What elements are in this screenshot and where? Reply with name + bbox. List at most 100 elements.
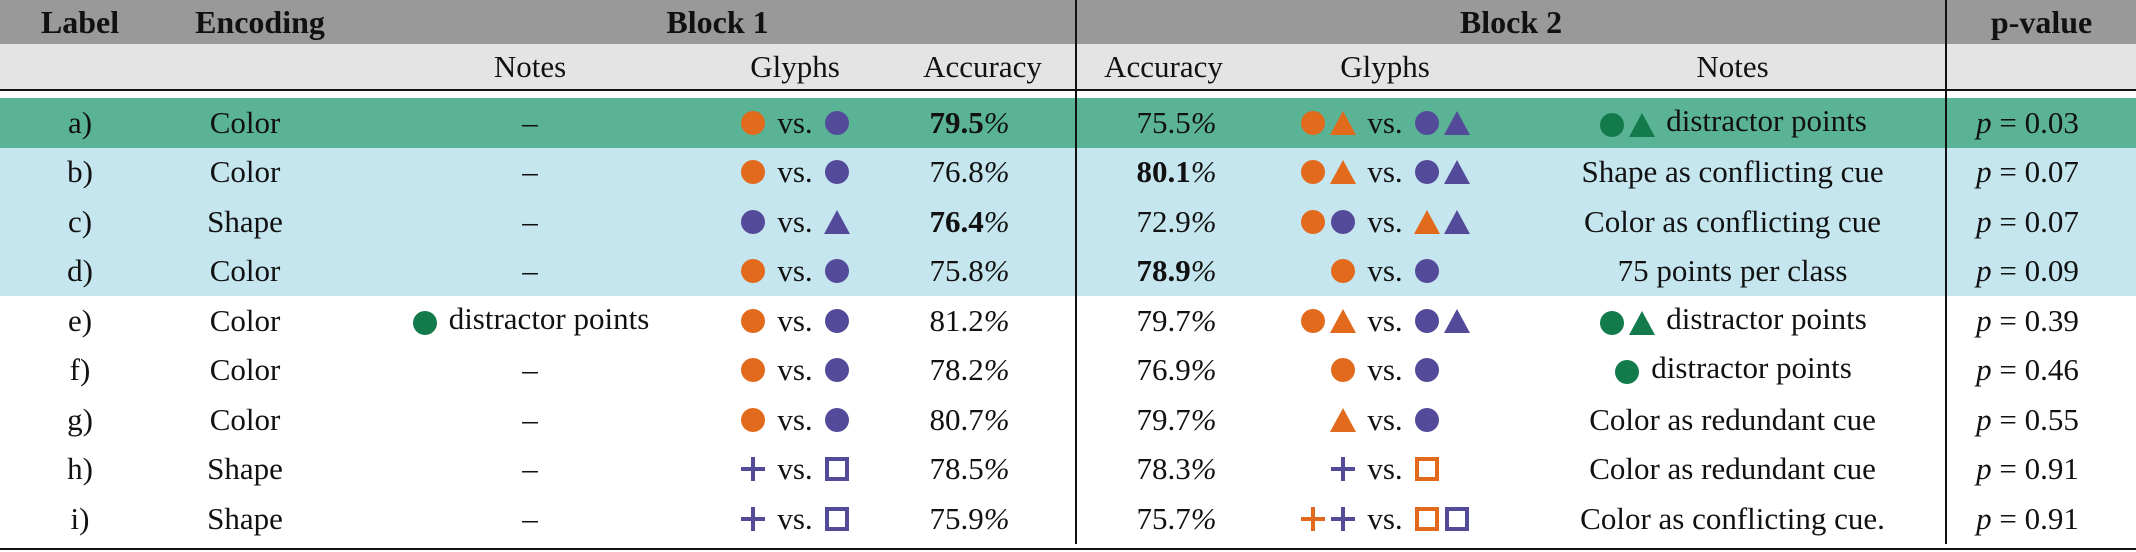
accuracy-value: 72.9% xyxy=(1136,203,1217,239)
row-glyphs1: vs. xyxy=(700,494,890,544)
subheader-empty-label xyxy=(0,44,160,91)
row-accuracy2: 75.5% xyxy=(1076,98,1251,148)
row-notes2: distractor points xyxy=(1520,98,1948,148)
row-notes2: Color as conflicting cue. xyxy=(1520,494,1948,544)
table-body: a) Color – vs. 79.5% 75.5% vs. distractor point… xyxy=(0,98,2136,544)
row-glyphs2: vs. xyxy=(1250,246,1521,296)
row-notes2: Shape as conflicting cue xyxy=(1520,147,1948,197)
table-row: h) Shape – vs. 78.5% 78.3% vs. Color as redunda… xyxy=(0,444,2136,495)
vs-text: vs. xyxy=(1367,203,1403,239)
table-row: g) Color – vs. 80.7% 79.7% vs. Color as redunda… xyxy=(0,395,2136,445)
row-accuracy1: 79.5% xyxy=(890,98,1078,148)
row-accuracy2: 80.1% xyxy=(1076,147,1251,197)
glyph-group xyxy=(823,352,851,387)
row-notes1: – xyxy=(522,451,538,487)
row-notes2: Color as conflicting cue xyxy=(1520,197,1948,247)
row-pvalue: p = 0.09 xyxy=(1946,246,2136,296)
table-row: f) Color – vs. 78.2% 76.9% vs. distractor point… xyxy=(0,345,2136,396)
row-glyphs2: vs. xyxy=(1250,197,1521,247)
vs-text: vs. xyxy=(777,302,813,338)
glyph-group xyxy=(739,154,767,189)
subheader-notes2: Notes xyxy=(1520,44,1948,91)
triangle-orange-icon xyxy=(1330,407,1357,432)
row-accuracy2: 79.7% xyxy=(1076,296,1250,346)
plus-purple-icon xyxy=(1331,457,1356,482)
row-encoding: Color xyxy=(209,302,281,338)
accuracy-value: 76.8% xyxy=(929,154,1010,190)
row-pvalue: p = 0.39 xyxy=(1976,302,2079,338)
vs-text: vs. xyxy=(1367,104,1403,140)
circle-purple-icon xyxy=(1414,110,1439,135)
vs-text: vs. xyxy=(777,451,813,487)
glyph-group xyxy=(411,305,439,341)
vs-text: vs. xyxy=(777,203,813,239)
row-pvalue: p = 0.07 xyxy=(1946,147,2136,197)
circle-orange-icon xyxy=(1331,358,1356,383)
glyph-group xyxy=(823,253,851,288)
triangle-green-icon xyxy=(1629,310,1656,335)
row-label: d) xyxy=(0,246,160,296)
triangle-orange-icon xyxy=(1330,160,1357,185)
vs-text: vs. xyxy=(777,401,813,437)
accuracy-value: 76.9% xyxy=(1136,352,1217,388)
plus-purple-icon xyxy=(741,457,766,482)
subheader-empty-encoding xyxy=(160,44,360,91)
glyph-group xyxy=(1329,352,1357,387)
row-accuracy2: 79.7% xyxy=(1076,395,1250,445)
row-label: b) xyxy=(0,147,160,197)
row-accuracy1: 76.8% xyxy=(890,147,1078,197)
header-encoding: Encoding xyxy=(160,0,360,44)
accuracy-value: 80.1% xyxy=(1136,154,1217,190)
accuracy-value: 78.3% xyxy=(1136,451,1217,487)
circle-orange-icon xyxy=(741,358,766,383)
circle-orange-icon xyxy=(741,259,766,284)
glyph-group xyxy=(1299,303,1357,338)
circle-orange-icon xyxy=(1301,209,1326,234)
circle-orange-icon xyxy=(741,308,766,333)
row-encoding: Shape xyxy=(160,197,360,247)
row-glyphs2: vs. xyxy=(1250,296,1520,346)
row-glyphs1: vs. xyxy=(700,445,890,495)
row-label: i) xyxy=(70,500,90,536)
triangle-purple-icon xyxy=(1443,209,1470,234)
accuracy-value: 80.7% xyxy=(929,401,1010,437)
glyph-group xyxy=(1329,402,1357,437)
vs-text: vs. xyxy=(1367,302,1403,338)
glyph-group xyxy=(739,105,767,140)
circle-orange-icon xyxy=(1301,308,1326,333)
vs-text: vs. xyxy=(777,104,813,140)
glyph-group xyxy=(1413,204,1471,239)
square-orange-icon xyxy=(1414,506,1439,531)
vs-text: vs. xyxy=(777,154,813,190)
row-notes1: – xyxy=(360,246,700,296)
subheader-glyphs2: Glyphs xyxy=(1250,44,1521,91)
row-accuracy1: 78.5% xyxy=(890,444,1078,494)
row-accuracy1: 75.8% xyxy=(890,246,1078,296)
glyph-group xyxy=(1299,105,1357,140)
glyph-group xyxy=(823,105,851,140)
row-accuracy2: 76.9% xyxy=(1076,346,1250,396)
row-encoding: Color xyxy=(160,147,360,197)
circle-purple-icon xyxy=(824,358,849,383)
vs-text: vs. xyxy=(777,500,813,536)
accuracy-value: 81.2% xyxy=(929,302,1010,338)
glyph-group xyxy=(823,154,851,189)
circle-purple-icon xyxy=(1414,407,1439,432)
circle-purple-icon xyxy=(1414,308,1439,333)
vs-text: vs. xyxy=(1367,500,1403,536)
circle-purple-icon xyxy=(824,259,849,284)
subheader-accuracy1: Accuracy xyxy=(890,44,1078,91)
header-row-2: Notes Glyphs Accuracy Accuracy Glyphs No… xyxy=(0,44,2136,91)
triangle-purple-icon xyxy=(1443,308,1470,333)
table-row: d) Color – vs. 75.8% 78.9% vs. 75 points per cl… xyxy=(0,246,2136,296)
row-accuracy2: 72.9% xyxy=(1076,197,1251,247)
glyph-group xyxy=(823,204,851,239)
circle-purple-icon xyxy=(824,308,849,333)
table-row: e) Color distractor points vs. 81.2% 79.7% vs.… xyxy=(0,296,2136,346)
square-purple-icon xyxy=(824,457,849,482)
subheader-notes1: Notes xyxy=(360,44,700,91)
row-notes2: 75 points per class xyxy=(1520,246,1948,296)
glyph-group xyxy=(1413,352,1441,387)
